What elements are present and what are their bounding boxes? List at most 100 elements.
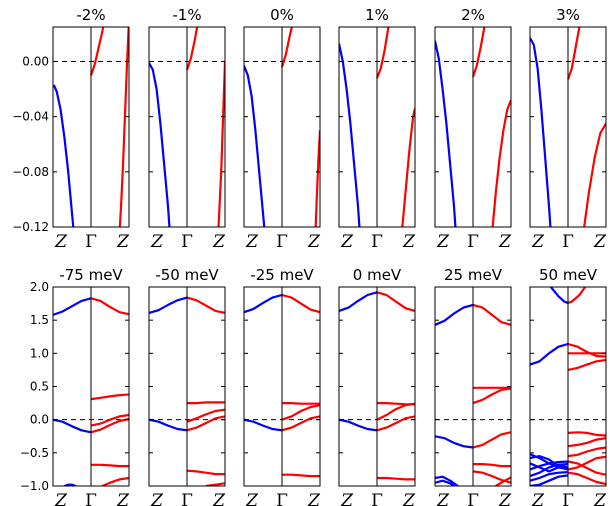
band-line-right (282, 473, 320, 478)
band-line-right (314, 130, 320, 227)
band-curves (149, 27, 225, 227)
band-line-left (339, 418, 378, 432)
band-line-left (149, 296, 188, 314)
band-line-left (149, 418, 188, 432)
panel-title: 3% (556, 6, 580, 24)
panel-title: 2% (461, 6, 485, 24)
band-line-right (186, 296, 225, 314)
band-line-right (567, 342, 606, 358)
x-tick-label: Γ (371, 232, 383, 252)
band-curves (53, 297, 129, 486)
band-line-left (435, 435, 474, 449)
x-tick-label: Z (340, 491, 354, 506)
band-line-right (186, 469, 225, 476)
x-tick-label: Γ (181, 491, 193, 506)
panel: 25 meV Z Γ Z (434, 266, 512, 506)
band-line-right (89, 27, 105, 76)
band-line-right (566, 27, 581, 80)
x-tick-label: Γ (371, 491, 383, 506)
x-tick-label: Z (593, 491, 607, 506)
band-line-left (53, 84, 75, 227)
panel-title: 1% (365, 6, 389, 24)
band-line-right (90, 297, 129, 316)
x-tick-label: Z (116, 232, 130, 252)
band-line-left (435, 40, 457, 227)
x-tick-label: Γ (467, 491, 479, 506)
panel-title: -50 meV (155, 266, 219, 284)
y-tick-label: −0.08 (12, 165, 49, 179)
y-tick-label: −0.5 (20, 446, 49, 460)
band-line-right (187, 401, 225, 405)
panel-title: -75 meV (59, 266, 123, 284)
band-line-right (472, 431, 511, 449)
band-line-right (376, 291, 415, 312)
band-curves (149, 296, 225, 486)
band-line-right (377, 476, 415, 481)
band-line-right (375, 27, 390, 79)
band-line-right (91, 463, 129, 468)
y-tick-label: 0.0 (30, 413, 49, 427)
panel: 3% Z Γ Z (529, 6, 607, 252)
band-line-left (53, 297, 92, 316)
panel-title: 0% (270, 6, 294, 24)
panel-title: -25 meV (250, 266, 314, 284)
y-tick-label: 1.0 (30, 346, 49, 360)
y-tick-label: 0.5 (30, 380, 49, 394)
panel: 0 meV Z Γ Z (338, 266, 416, 506)
x-tick-label: Γ (276, 491, 288, 506)
panel-frame (243, 26, 321, 228)
band-line-left (149, 62, 171, 227)
band-line-right (567, 455, 606, 471)
x-tick-label: Z (593, 232, 607, 252)
band-line-right (186, 408, 225, 423)
x-tick-label: Z (307, 491, 321, 506)
band-line-right (90, 417, 129, 434)
band-line-left (435, 303, 474, 326)
x-tick-label: Γ (562, 232, 574, 252)
band-line-right (567, 446, 606, 458)
band-line-right (473, 463, 511, 468)
panel-title: 50 meV (539, 266, 598, 284)
panel-frame (529, 26, 607, 228)
x-tick-label: Z (402, 232, 416, 252)
x-tick-label: Z (54, 232, 68, 252)
band-line-left (530, 471, 569, 482)
panel-frame (338, 26, 416, 228)
band-line-right (90, 393, 129, 401)
panel: -25 meV Z Γ Z (243, 266, 321, 506)
panel-title: -2% (76, 6, 105, 24)
y-tick-label: −0.12 (12, 220, 49, 234)
x-tick-label: Z (340, 232, 354, 252)
band-line-right (376, 415, 415, 432)
x-tick-label: Z (212, 491, 226, 506)
panel-title: 0 meV (353, 266, 402, 284)
band-line-right (401, 108, 415, 227)
band-line-left (244, 418, 283, 432)
band-line-left (530, 342, 569, 366)
panel: 1% Z Γ Z (338, 6, 416, 252)
panel: -50 meV Z Γ Z (148, 266, 226, 506)
band-line-left (530, 474, 569, 486)
panel: -2% Z Γ Z (52, 6, 130, 252)
band-line-left (339, 291, 378, 312)
x-tick-label: Z (436, 232, 450, 252)
x-tick-label: Z (54, 491, 68, 506)
band-curves (530, 287, 606, 486)
band-line-right (567, 287, 586, 304)
band-line-right (281, 293, 320, 314)
band-line-right (583, 123, 606, 227)
band-line-right (376, 402, 415, 421)
band-line-left (530, 460, 569, 471)
band-line-left (435, 479, 455, 486)
band-line-right (101, 476, 129, 486)
band-line-right (567, 437, 606, 448)
panel: 50 meV Z Γ Z (529, 266, 607, 506)
band-line-left (530, 37, 552, 227)
x-tick-label: Γ (181, 232, 193, 252)
x-tick-label: Z (498, 232, 512, 252)
band-line-right (185, 27, 199, 71)
y-tick-label: 2.0 (30, 280, 49, 294)
band-line-right (567, 358, 606, 371)
panel: -1% Z Γ Z (148, 6, 226, 252)
band-curves (244, 27, 320, 227)
